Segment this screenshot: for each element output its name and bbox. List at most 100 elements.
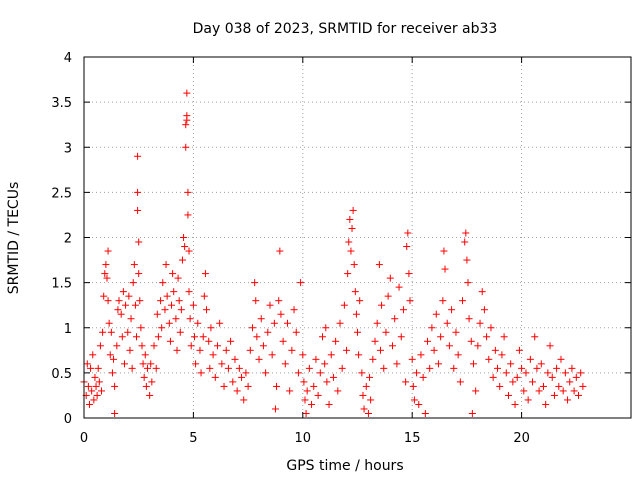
data-point	[441, 265, 449, 273]
data-point	[257, 315, 265, 323]
data-point	[544, 369, 552, 377]
data-point	[478, 288, 486, 296]
data-point	[141, 351, 149, 359]
data-point	[312, 355, 320, 363]
data-point	[507, 360, 515, 368]
data-point	[346, 215, 354, 223]
data-point	[152, 364, 160, 372]
data-point	[524, 396, 532, 404]
data-point	[100, 292, 108, 300]
data-point	[496, 382, 504, 390]
x-tick-label: 20	[513, 431, 530, 446]
data-point	[437, 333, 445, 341]
data-point	[87, 364, 95, 372]
y-tick-label: 1.5	[51, 277, 72, 292]
data-point	[248, 324, 256, 332]
data-point	[371, 337, 379, 345]
data-point	[252, 297, 260, 305]
data-point	[166, 337, 174, 345]
data-point	[376, 346, 384, 354]
data-point	[176, 328, 184, 336]
y-tick-label: 3	[64, 141, 72, 156]
axis-ticks: 0 0.5 1 1.5 2 2.5 3 3.5 4 0 5 10 15 20	[51, 51, 631, 446]
data-point	[498, 351, 506, 359]
data-point	[564, 396, 572, 404]
data-point	[135, 270, 143, 278]
data-point	[138, 342, 146, 350]
data-point	[173, 346, 181, 354]
data-point	[92, 382, 100, 390]
data-point	[518, 364, 526, 372]
data-point	[143, 364, 151, 372]
data-point	[211, 373, 219, 381]
data-point	[318, 333, 326, 341]
data-point	[174, 274, 182, 282]
data-point	[279, 337, 287, 345]
data-point	[362, 382, 370, 390]
data-point	[360, 405, 368, 413]
data-point	[111, 409, 119, 417]
data-point	[207, 324, 215, 332]
data-point	[308, 400, 316, 408]
data-point	[294, 369, 302, 377]
data-point	[515, 346, 523, 354]
data-point	[227, 337, 235, 345]
data-point	[343, 346, 351, 354]
data-point	[386, 274, 394, 282]
y-tick-label: 4	[64, 51, 72, 66]
data-point	[140, 373, 148, 381]
data-point	[181, 243, 189, 251]
data-point	[347, 247, 355, 255]
data-point	[105, 319, 113, 327]
data-point	[224, 364, 232, 372]
data-point	[111, 382, 119, 390]
data-point	[180, 234, 188, 241]
data-point	[153, 310, 161, 318]
data-point	[83, 360, 91, 368]
data-point	[300, 378, 308, 386]
data-point	[183, 116, 191, 124]
data-point	[205, 337, 213, 345]
data-point	[93, 391, 101, 399]
data-point	[454, 351, 462, 359]
data-point	[146, 391, 154, 399]
data-point	[286, 387, 294, 395]
data-point	[148, 378, 156, 386]
data-point	[340, 301, 348, 309]
data-point	[192, 360, 200, 368]
data-point	[131, 301, 139, 309]
data-point	[197, 369, 205, 377]
data-point	[462, 229, 470, 237]
data-point	[125, 292, 133, 300]
y-axis-label: SRMTID / TECUs	[6, 182, 22, 295]
data-point	[350, 261, 358, 269]
data-point	[553, 364, 561, 372]
data-point	[546, 342, 554, 350]
data-point	[557, 355, 565, 363]
data-point	[354, 328, 361, 336]
data-point	[303, 387, 311, 395]
x-tick-label: 10	[295, 431, 312, 446]
y-tick-label: 0	[64, 412, 72, 427]
data-point	[266, 301, 274, 309]
data-point	[118, 333, 126, 341]
data-point	[106, 351, 114, 359]
data-point	[529, 378, 537, 386]
data-point	[349, 206, 357, 214]
data-point	[421, 409, 429, 417]
data-point	[147, 360, 155, 368]
data-point	[133, 333, 141, 341]
data-point	[502, 369, 510, 377]
data-point	[480, 306, 488, 314]
data-point	[299, 351, 307, 359]
data-point	[159, 279, 167, 287]
data-point	[95, 378, 103, 386]
y-tick-label: 2	[64, 232, 72, 247]
data-point	[229, 378, 237, 386]
data-point	[187, 342, 195, 350]
data-point	[242, 369, 250, 377]
data-point	[334, 387, 342, 395]
data-point	[150, 342, 158, 350]
data-point	[428, 324, 436, 332]
